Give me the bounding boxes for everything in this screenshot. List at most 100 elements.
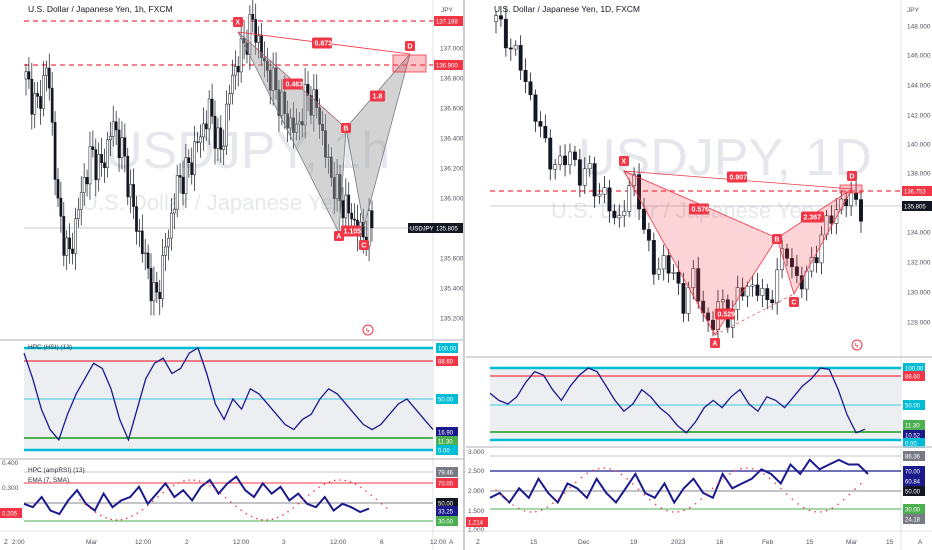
harmonic-pattern-1d[interactable] — [623, 170, 863, 336]
ind1-tag-bg — [903, 400, 925, 410]
candle-up — [42, 75, 45, 109]
ind1-tag: 88.60 — [903, 371, 925, 381]
candle-up — [289, 117, 292, 129]
ind2-tag: 70.00 — [903, 466, 925, 476]
ema-dot — [546, 506, 549, 508]
ratio-bg — [283, 78, 303, 90]
time-tick: Mar — [86, 539, 98, 546]
corner-a[interactable]: A — [449, 539, 454, 546]
ind2-tag-bg — [903, 504, 925, 514]
ema-dot — [240, 509, 242, 512]
ema-dot — [586, 472, 588, 475]
price-tag-text: 136.753 — [904, 190, 926, 196]
ind1-tag: 0.00 — [903, 438, 925, 448]
price-tick: 138.000 — [907, 171, 931, 178]
ema-dot — [94, 511, 97, 514]
candle-down — [676, 271, 681, 284]
ema-dot — [518, 507, 520, 510]
ema-dot — [292, 507, 295, 509]
time-axis[interactable]: 15 Dec 19 2023 16 Feb 15 Mar 15 — [530, 539, 894, 546]
ind1-tag: 50.00 — [903, 400, 925, 410]
ema-dot — [375, 498, 378, 501]
candle-up — [97, 154, 101, 181]
ema-dot — [757, 469, 759, 472]
ema-dot — [386, 507, 388, 509]
ema-dot — [115, 519, 118, 521]
ema-dot — [126, 517, 128, 520]
price-tag: 135.805 — [902, 201, 932, 211]
candle-up — [76, 209, 80, 219]
candle-down — [572, 151, 577, 160]
candle-up — [207, 98, 211, 130]
ind2-axis: 79.46 70.00 50.00 30.00 33.25 — [436, 467, 458, 526]
ratio-label: 0.529 — [715, 308, 736, 320]
candle-down — [251, 14, 255, 20]
ind2-tag-text: 70.00 — [438, 482, 454, 488]
ind1-tag-bg — [903, 363, 925, 373]
ema-dot — [214, 488, 216, 491]
candle-up — [193, 141, 196, 175]
corner-a[interactable]: A — [918, 539, 923, 546]
candle-up — [622, 211, 627, 216]
d-zone — [839, 184, 863, 194]
lightning-icon[interactable] — [362, 324, 374, 336]
candle-up — [617, 215, 622, 219]
ema-dot — [803, 506, 805, 509]
ema-dot — [723, 477, 725, 479]
candle-up — [295, 123, 298, 133]
ema-dot — [842, 498, 845, 501]
candle-up — [231, 74, 234, 94]
time-tick: 15 — [806, 539, 814, 546]
candle-up — [152, 282, 156, 302]
point-bg — [405, 41, 415, 51]
ind1-tag-bg — [436, 394, 458, 404]
ind2-left-tick: 2.500 — [468, 468, 485, 475]
price-axis[interactable]: 137.000 136.800 136.600 136.400 136.200 136.0… — [408, 16, 463, 323]
last-symbol-text: USDJPY — [410, 227, 434, 233]
ratio-bg — [312, 37, 332, 49]
ema-dot — [597, 467, 600, 470]
time-axis[interactable]: 2:00 Mar 12:00 2 12:00 3 12:00 6 12:00 — [12, 539, 447, 546]
symbol-title: U.S. Dollar / Japanese Yen, 1D, FXCM — [494, 4, 640, 14]
ind2-tag-bg — [903, 486, 925, 496]
lightning-icon[interactable] — [851, 339, 863, 351]
chart-pane-1d[interactable]: USDJPY, 1D U.S. Dollar / Japanese Yen U.… — [466, 0, 932, 550]
ema-dot — [178, 481, 180, 484]
candle-down — [789, 258, 794, 268]
candle-down — [612, 210, 617, 219]
candle-down — [213, 115, 217, 149]
point-bg — [341, 123, 351, 133]
ratio-text: 2.367 — [804, 215, 822, 222]
candle-down — [68, 237, 71, 250]
indicator1-band — [490, 368, 901, 440]
ema-dot — [512, 504, 514, 506]
ema-dot — [785, 493, 788, 495]
ind1-tag-bg — [436, 445, 458, 455]
point-bg — [619, 156, 629, 166]
ema-dot — [136, 512, 138, 515]
candle-down — [181, 176, 185, 194]
chart-svg-1d[interactable]: USDJPY, 1D U.S. Dollar / Japanese Yen U.… — [466, 0, 932, 550]
ema-dot — [334, 479, 336, 482]
ema-dot — [79, 499, 81, 501]
ema-dot — [349, 481, 352, 483]
ema-dot — [791, 498, 794, 501]
candle-down — [236, 66, 240, 73]
candle-up — [582, 168, 587, 186]
candle-down — [755, 284, 760, 296]
time-tick: 16 — [716, 539, 724, 546]
corner-z[interactable]: Z — [476, 539, 480, 546]
ac-line — [714, 293, 795, 336]
corner-z[interactable]: Z — [4, 539, 8, 546]
chart-pane-1h[interactable]: USDJPY, 1h U.S. Dollar / Japanese Yen U.… — [0, 0, 465, 550]
ind1-tag-text: 100.00 — [905, 367, 924, 373]
candle-down — [498, 15, 503, 20]
ema-dot — [649, 499, 651, 501]
ratio-text: 0.529 — [718, 312, 736, 319]
price-tag-bg — [434, 223, 463, 233]
point-X: X — [619, 156, 629, 166]
ind1-axis: 100.00 88.60 60.00 50.00 40.00 16.90 11.30 0.00 — [436, 343, 458, 455]
point-label: A — [336, 234, 341, 241]
price-axis[interactable]: 148.000 146.000 144.000 142.000 140.000 138.0… — [902, 24, 932, 327]
chart-svg-1h[interactable]: USDJPY, 1h U.S. Dollar / Japanese Yen U.… — [0, 0, 463, 550]
